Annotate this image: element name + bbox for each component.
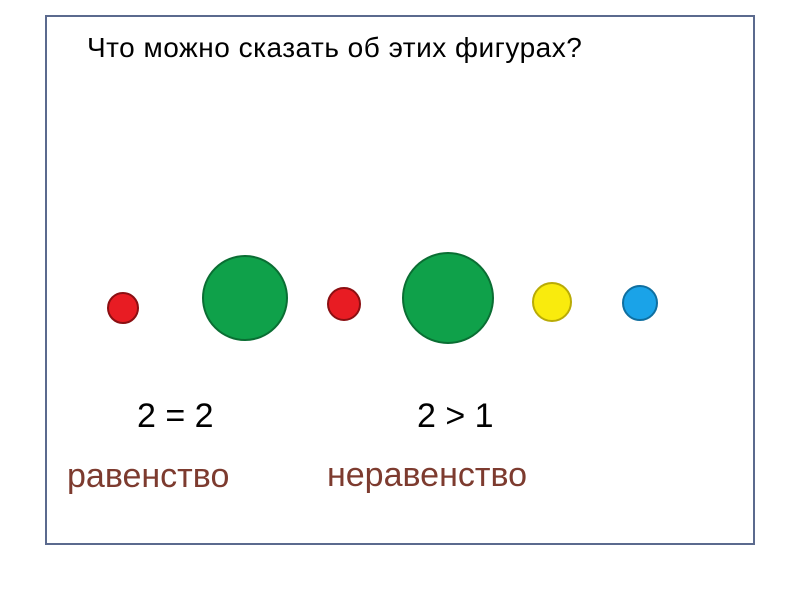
equation-left: 2 = 2 <box>137 397 214 436</box>
circle-5 <box>622 285 658 321</box>
slide-title: Что можно сказать об этих фигурах? <box>87 32 582 64</box>
circle-1 <box>202 255 288 341</box>
circle-3 <box>402 252 494 344</box>
equation-right: 2 > 1 <box>417 397 494 436</box>
circle-4 <box>532 282 572 322</box>
circle-0 <box>107 292 139 324</box>
slide-frame: Что можно сказать об этих фигурах? 2 = 2… <box>45 15 755 545</box>
label-inequality: неравенство <box>327 457 507 494</box>
label-equality: равенство <box>67 457 229 496</box>
circle-2 <box>327 287 361 321</box>
